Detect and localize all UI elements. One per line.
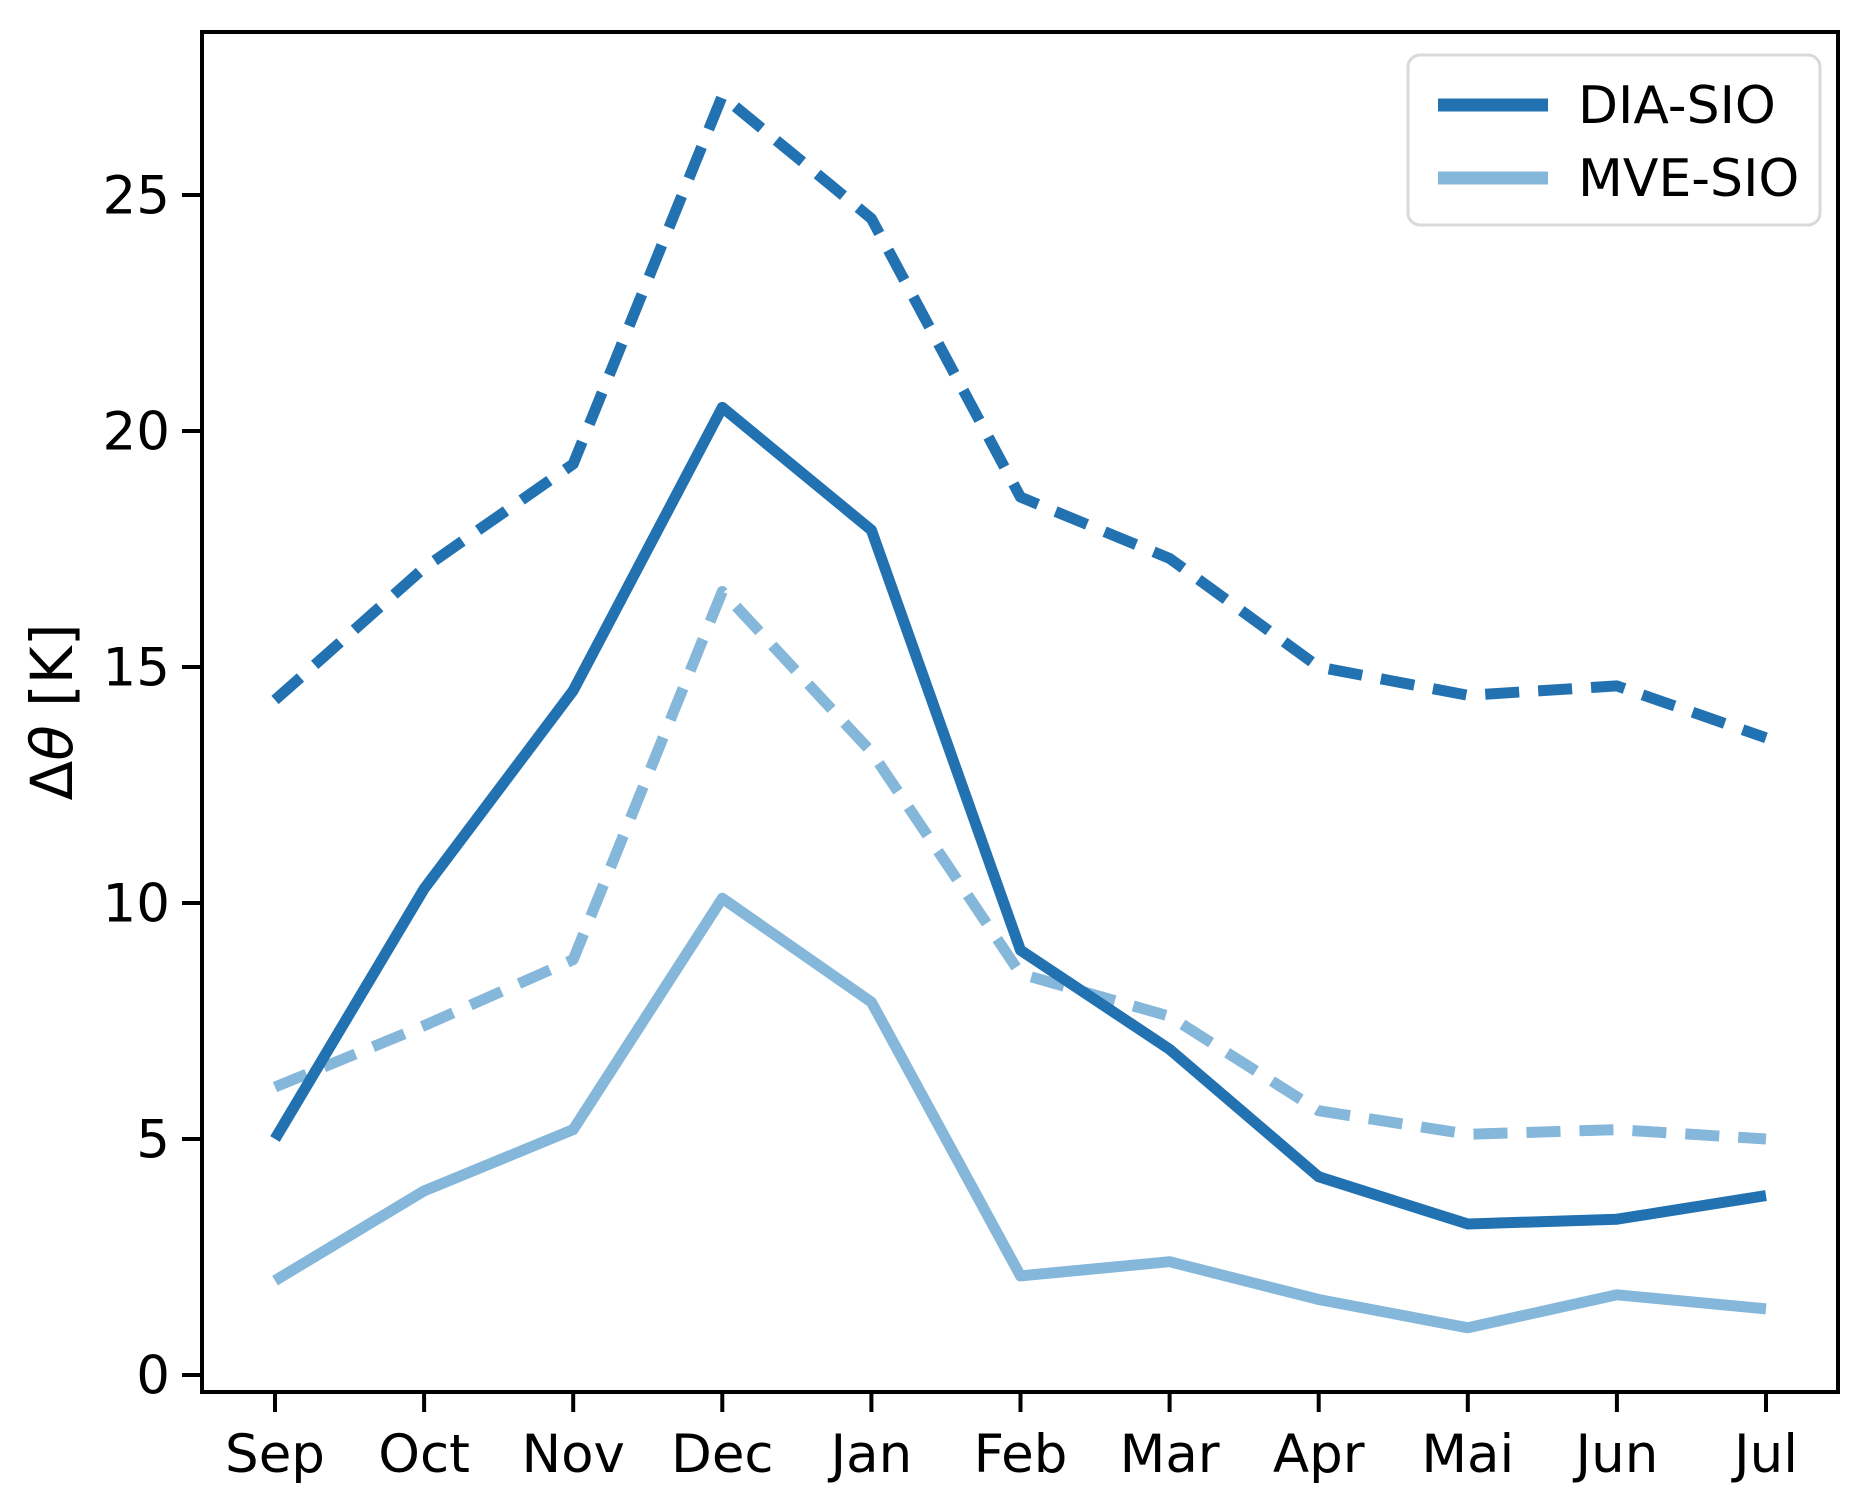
x-tick-label-apr: Apr [1273,1424,1365,1485]
y-tick-label: 20 [103,402,170,463]
x-tick-label-mar: Mar [1120,1424,1220,1485]
series-line-dia-sio [270,401,1767,1230]
x-tick-label-jun: Jun [1572,1424,1658,1485]
y-tick-label: 0 [136,1346,170,1407]
y-axis-label: Δθ [K] [18,624,86,801]
x-tick-label-feb: Feb [974,1424,1068,1485]
legend-label-dia-sio: DIA-SIO [1578,76,1776,136]
x-tick-label-sep: Sep [225,1424,325,1485]
x-tick-label-oct: Oct [378,1424,470,1485]
y-tick-label: 25 [103,166,170,227]
x-tick-label-mai: Mai [1421,1424,1514,1485]
x-tick-label-dec: Dec [671,1424,774,1485]
legend-label-mve-sio: MVE-SIO [1578,149,1799,209]
series-line-mve-sio [272,892,1767,1334]
series-line-mve-sio-upper [272,586,1767,1145]
y-tick-label: 15 [103,638,170,699]
y-tick-label: 5 [136,1110,170,1171]
x-tick-label-jul: Jul [1731,1424,1798,1485]
x-tick-label-jan: Jan [828,1424,913,1485]
series-line-dia-sio-upper [271,90,1768,743]
x-tick-label-nov: Nov [521,1424,624,1485]
y-tick-label: 10 [103,874,170,935]
